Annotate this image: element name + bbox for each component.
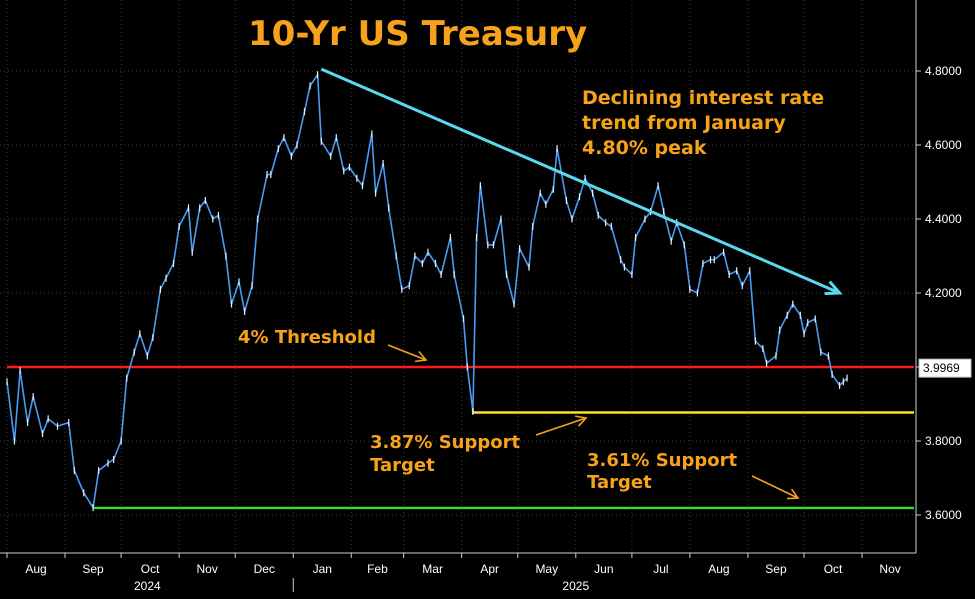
arrow-361-support: [751, 475, 799, 499]
last-value-box: [918, 358, 972, 378]
x-month-label-14: Oct: [824, 562, 843, 576]
last-value-label: 3.9969: [923, 361, 960, 375]
x-month-label-8: Apr: [480, 562, 499, 576]
annotation-trend-line-3: 4.80% peak: [582, 137, 707, 159]
arrow-4pct-threshold: [387, 344, 427, 361]
annotation-387-support-line-1: 3.87% Support: [370, 432, 521, 453]
x-month-label-3: Nov: [197, 562, 218, 576]
arrow-387-support: [535, 417, 587, 436]
annotation-361-support-line-1: 3.61% Support: [587, 450, 738, 471]
x-month-label-9: May: [535, 562, 558, 576]
trendline-layer: [320, 67, 843, 296]
reference-lines: [7, 365, 914, 510]
x-year-label-1: 2025: [562, 579, 589, 593]
x-month-label-15: Nov: [879, 562, 900, 576]
series-line-0: [6, 73, 848, 509]
x-month-label-2: Oct: [141, 562, 160, 576]
price-series: [6, 71, 848, 512]
chart-title: 10-Yr US Treasury: [248, 14, 587, 54]
grid-lines: [0, 0, 916, 553]
x-year-label-0: 2024: [134, 579, 161, 593]
x-month-label-5: Jan: [313, 562, 332, 576]
annotation-arrows: [387, 344, 800, 500]
annotation-trend-line-1: Declining interest rate: [582, 87, 824, 109]
x-month-label-6: Feb: [367, 562, 388, 576]
y-tick-label-3: 4.2000: [925, 286, 962, 300]
x-month-label-0: Aug: [25, 562, 46, 576]
trendline: [320, 67, 841, 295]
annotation-387-support-line-2: Target: [370, 455, 435, 476]
annotation-trend-line-2: trend from January: [582, 112, 786, 134]
x-month-label-11: Jul: [653, 562, 668, 576]
y-tick-label-1: 3.8000: [925, 434, 962, 448]
arrow-361-support-head: [786, 488, 800, 500]
y-tick-label-0: 3.6000: [925, 508, 962, 522]
trendline-arrowhead: [824, 280, 843, 296]
y-tick-label-6: 4.8000: [925, 64, 962, 78]
y-tick-label-5: 4.6000: [925, 138, 962, 152]
arrow-4pct-threshold-head: [414, 351, 428, 363]
x-month-label-4: Dec: [254, 562, 275, 576]
x-month-label-7: Mar: [422, 562, 443, 576]
annotation-4pct-threshold: 4% Threshold: [238, 327, 376, 348]
x-month-label-12: Aug: [708, 562, 729, 576]
x-month-label-1: Sep: [82, 562, 104, 576]
y-tick-label-4: 4.4000: [925, 212, 962, 226]
x-month-label-10: Jun: [594, 562, 613, 576]
arrow-387-support-head: [575, 415, 588, 427]
annotation-361-support-line-2: Target: [587, 472, 652, 493]
x-month-label-13: Sep: [765, 562, 787, 576]
